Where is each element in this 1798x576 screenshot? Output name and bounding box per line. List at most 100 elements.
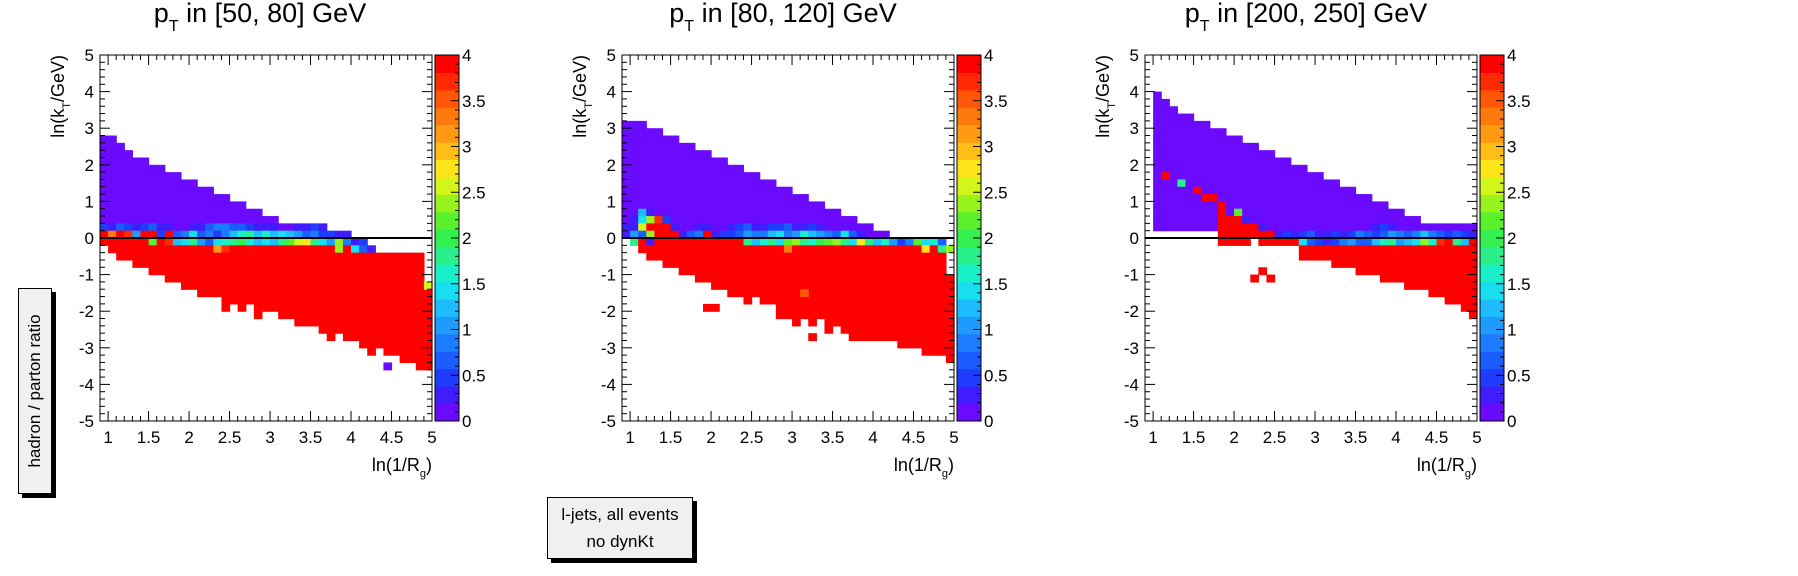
heatmap-cells	[100, 135, 433, 371]
heatmap-cell	[342, 289, 352, 298]
heatmap-cell	[132, 179, 142, 188]
heatmap-cell	[622, 194, 631, 202]
heatmap-cell	[197, 238, 206, 246]
heatmap-cell	[1315, 238, 1324, 246]
heatmap-cell	[889, 238, 898, 246]
heatmap-cell	[897, 340, 907, 349]
heatmap-cell	[1396, 223, 1405, 232]
heatmap-cell	[1428, 281, 1438, 290]
heatmap-cell	[1323, 186, 1332, 195]
heatmap-cell	[1161, 216, 1170, 224]
heatmap-cell	[278, 230, 287, 239]
heatmap-cell	[1460, 274, 1470, 283]
heatmap-cell	[1282, 179, 1292, 188]
heatmap-cell	[686, 238, 696, 246]
y-tick-label: -3	[79, 339, 94, 358]
heatmap-cell	[840, 325, 850, 334]
heatmap-cell	[913, 318, 923, 327]
heatmap-cell	[800, 296, 809, 305]
color-scale-step	[957, 316, 981, 335]
color-scale-step	[1480, 246, 1504, 265]
heatmap-cell	[1444, 230, 1454, 239]
heatmap-cell	[351, 303, 360, 312]
heatmap-cell	[180, 267, 190, 276]
heatmap-cell	[881, 274, 890, 283]
color-scale-label: 2	[462, 229, 471, 248]
heatmap-cell	[1153, 179, 1162, 188]
heatmap-cell	[743, 172, 753, 181]
heatmap-cell	[1468, 267, 1478, 276]
heatmap-cell	[735, 245, 745, 254]
heatmap-cell	[743, 186, 753, 195]
heatmap-cell	[375, 303, 385, 312]
heatmap-cell	[286, 267, 295, 276]
heatmap-cell	[775, 201, 785, 210]
heatmap-cell	[662, 179, 672, 188]
heatmap-cell	[391, 333, 401, 342]
heatmap-cell	[367, 267, 376, 276]
heatmap-cell	[1185, 120, 1195, 129]
heatmap-cell	[1193, 216, 1203, 224]
heatmap-cell	[824, 311, 834, 320]
heatmap-cell	[1234, 208, 1243, 217]
heatmap-cell	[1242, 223, 1251, 232]
heatmap-cell	[342, 252, 352, 261]
heatmap-cell	[727, 194, 736, 202]
heatmap-cell	[1306, 208, 1316, 217]
heatmap-cell	[735, 274, 745, 283]
heatmap-cell	[630, 128, 639, 137]
heatmap-cell	[889, 325, 898, 334]
heatmap-cell	[1436, 289, 1446, 298]
heatmap-cell	[221, 223, 231, 232]
heatmap-cell	[391, 340, 401, 349]
heatmap-cell	[140, 252, 150, 261]
heatmap-cell	[638, 135, 647, 144]
heatmap-cell	[767, 267, 777, 276]
x-tick-label: 4.5	[380, 428, 404, 447]
heatmap-cell	[1266, 186, 1276, 195]
color-scale-step	[1480, 281, 1504, 300]
heatmap-cell	[1225, 179, 1235, 188]
color-scale-step	[1480, 316, 1504, 335]
heatmap-cell	[1404, 245, 1413, 254]
heatmap-cell	[897, 318, 907, 327]
heatmap-cell	[221, 274, 231, 283]
color-scale-label: 3.5	[462, 92, 486, 111]
heatmap-cell	[197, 186, 206, 195]
heatmap-cell	[735, 267, 745, 276]
heatmap-cell	[694, 157, 704, 166]
heatmap-cell	[302, 296, 312, 305]
heatmap-cell	[727, 230, 736, 239]
heatmap-cell	[686, 230, 696, 239]
heatmap-cell	[1460, 296, 1470, 305]
y-axis-global-label-box: hadron / parton ratio	[18, 288, 52, 494]
heatmap-cell	[1193, 172, 1203, 181]
heatmap-cell	[767, 208, 777, 217]
heatmap-cell	[694, 194, 704, 202]
heatmap-cell	[783, 267, 793, 276]
heatmap-cell	[221, 296, 231, 305]
heatmap-cell	[245, 216, 255, 224]
heatmap-cell	[735, 259, 745, 268]
heatmap-cell	[735, 172, 745, 181]
heatmap-cell	[662, 172, 672, 181]
heatmap-cell	[334, 238, 344, 246]
heatmap-cell	[1315, 216, 1324, 224]
heatmap-cell	[132, 164, 142, 173]
heatmap-cell	[873, 259, 882, 268]
heatmap-cell	[334, 303, 344, 312]
heatmap-cell	[156, 245, 166, 254]
heatmap-cell	[670, 201, 680, 210]
heatmap-cell	[727, 208, 736, 217]
heatmap-cell	[719, 194, 728, 202]
heatmap-cell	[1339, 238, 1349, 246]
heatmap-cell	[302, 223, 312, 232]
heatmap-cell	[399, 296, 409, 305]
heatmap-cell	[929, 252, 939, 261]
heatmap-cell	[342, 296, 352, 305]
heatmap-cell	[848, 223, 858, 232]
heatmap-cell	[775, 208, 785, 217]
heatmap-cell	[792, 223, 801, 232]
heatmap-cell	[702, 216, 712, 224]
